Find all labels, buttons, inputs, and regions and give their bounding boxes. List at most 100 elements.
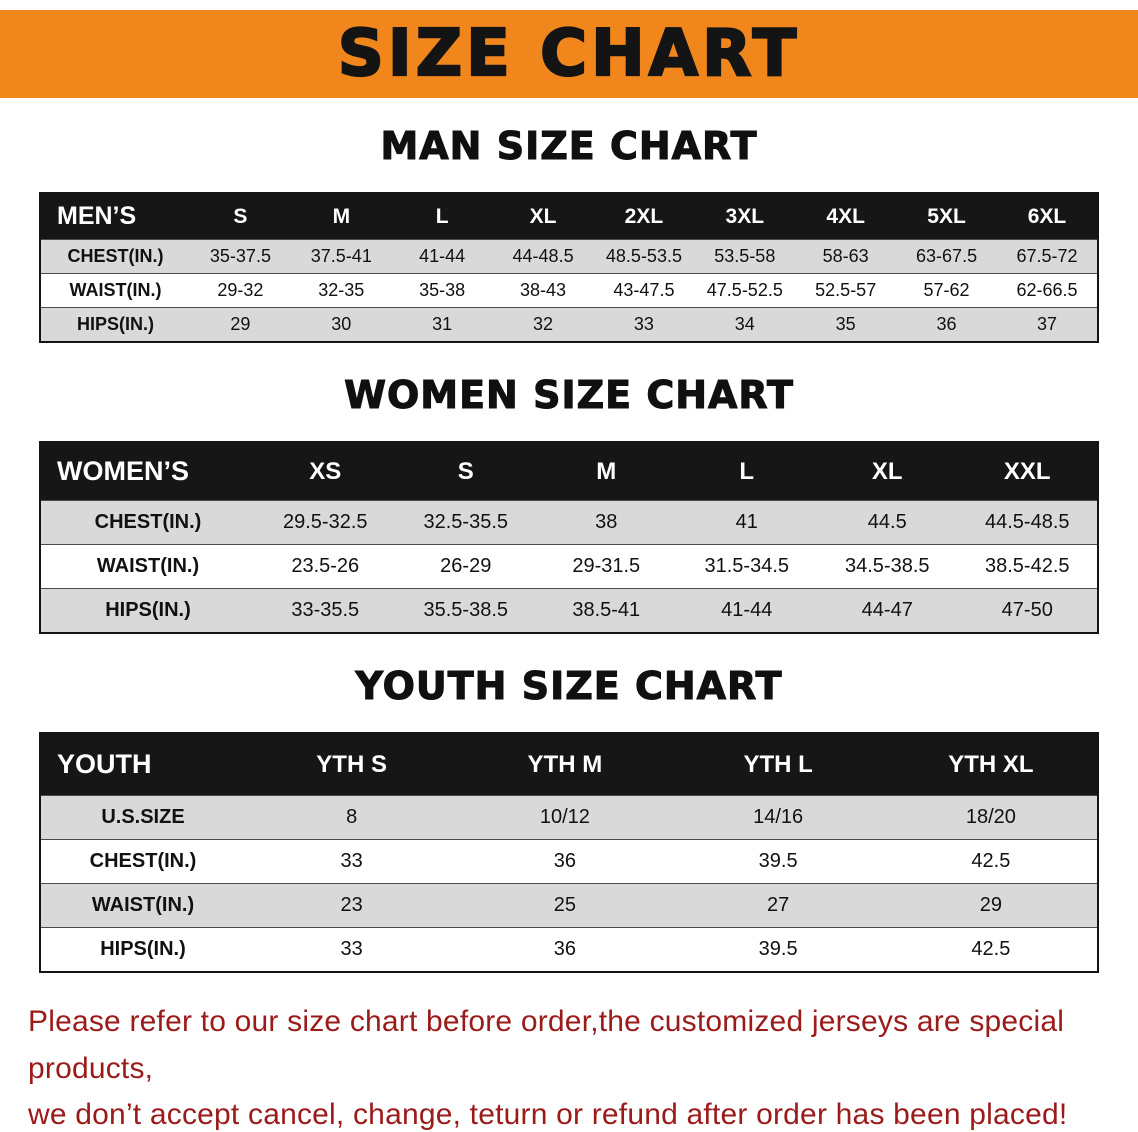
row-label: WAIST(IN.) xyxy=(69,280,162,300)
size-column-header: L xyxy=(391,193,493,240)
size-value-cell: 10/12 xyxy=(539,806,590,828)
row-label: U.S.SIZE xyxy=(101,806,185,828)
size-column-header: XS xyxy=(255,442,396,501)
size-value-cell: 42.5 xyxy=(971,850,1011,872)
size-column-header: S xyxy=(190,193,291,240)
page-title: SIZE CHART xyxy=(337,16,801,92)
table-row: WAIST(IN.) 29-32 32-35 35-38 38-43 43-47.5 47.… xyxy=(40,273,1098,308)
size-value-cell: 35-37.5 xyxy=(209,246,271,266)
size-value-cell: 29.5-32.5 xyxy=(282,511,368,533)
size-value-cell: 47.5-52.5 xyxy=(706,280,783,300)
row-label: HIPS(IN.) xyxy=(105,599,191,621)
table-header-label: WOMEN’S xyxy=(40,442,255,501)
size-value-cell: 31.5-34.5 xyxy=(704,555,789,577)
size-value-cell: 44.5-48.5 xyxy=(984,511,1070,533)
disclaimer-line-2: we don’t accept cancel, change, teturn o… xyxy=(28,1098,1068,1131)
size-value-cell: 33 xyxy=(633,314,654,334)
size-column-header: 3XL xyxy=(694,193,796,240)
table-row: U.S.SIZE 8 10/12 14/16 18/20 xyxy=(40,795,1098,840)
disclaimer-text: Please refer to our size chart before or… xyxy=(0,999,1138,1132)
size-column-header: 6XL xyxy=(997,193,1098,240)
size-value-cell: 38.5-41 xyxy=(572,599,641,621)
section-title-women: WOMEN SIZE CHART xyxy=(344,372,794,417)
table-row: HIPS(IN.) 33 36 39.5 42.5 xyxy=(40,927,1098,972)
size-value-cell: 29 xyxy=(979,894,1002,916)
size-value-cell: 37.5-41 xyxy=(310,246,372,266)
size-column-header: YTH M xyxy=(458,733,672,796)
size-value-cell: 25 xyxy=(553,894,576,916)
size-value-cell: 32.5-35.5 xyxy=(423,511,508,533)
size-column-header: YTH XL xyxy=(884,733,1098,796)
women-size-table: WOMEN’S XS S M L XL XXL CHEST(IN.) 29.5-32.5 32.5… xyxy=(39,441,1099,634)
size-value-cell: 33 xyxy=(340,938,363,960)
size-column-header: L xyxy=(676,442,817,501)
size-value-cell: 35-38 xyxy=(419,280,466,300)
row-label: HIPS(IN.) xyxy=(100,938,186,960)
disclaimer-line-1: Please refer to our size chart before or… xyxy=(28,1005,1065,1085)
size-value-cell: 39.5 xyxy=(758,938,798,960)
size-value-cell: 38.5-42.5 xyxy=(984,555,1070,577)
size-value-cell: 53.5-58 xyxy=(714,246,776,266)
size-value-cell: 62-66.5 xyxy=(1016,280,1078,300)
size-value-cell: 36 xyxy=(936,314,957,334)
table-header-row: MEN’S S M L XL 2XL 3XL 4XL 5XL 6XL xyxy=(40,193,1098,240)
table-row: WAIST(IN.) 23 25 27 29 xyxy=(40,883,1098,928)
size-column-header: 2XL xyxy=(593,193,695,240)
size-column-header: YTH S xyxy=(245,733,459,796)
row-label: CHEST(IN.) xyxy=(94,511,202,533)
size-value-cell: 34.5-38.5 xyxy=(844,555,930,577)
size-column-header: M xyxy=(536,442,677,501)
size-value-cell: 35.5-38.5 xyxy=(423,599,508,621)
size-value-cell: 34 xyxy=(734,314,755,334)
size-value-cell: 48.5-53.5 xyxy=(605,246,682,266)
size-value-cell: 33-35.5 xyxy=(291,599,360,621)
size-value-cell: 44-47 xyxy=(861,599,913,621)
size-value-cell: 30 xyxy=(331,314,352,334)
youth-size-chart-section: YOUTH SIZE CHART YOUTH YTH S YTH M YTH L YTH… xyxy=(0,663,1138,973)
size-column-header: M xyxy=(290,193,392,240)
table-header-row: YOUTH YTH S YTH M YTH L YTH XL xyxy=(40,733,1098,796)
size-value-cell: 38 xyxy=(595,511,618,533)
row-label: HIPS(IN.) xyxy=(76,314,154,334)
size-value-cell: 29 xyxy=(230,314,251,334)
size-column-header: 4XL xyxy=(795,193,897,240)
size-value-cell: 29-31.5 xyxy=(572,555,641,577)
table-row: CHEST(IN.) 33 36 39.5 42.5 xyxy=(40,839,1098,884)
table-row: HIPS(IN.) 33-35.5 35.5-38.5 38.5-41 41-44 44-… xyxy=(40,588,1098,633)
table-row: CHEST(IN.) 35-37.5 37.5-41 41-44 44-48.5 48.5… xyxy=(40,239,1098,274)
size-value-cell: 47-50 xyxy=(1001,599,1053,621)
size-value-cell: 63-67.5 xyxy=(916,246,978,266)
size-value-cell: 41 xyxy=(735,511,758,533)
women-size-chart-section: WOMEN SIZE CHART WOMEN’S XS S M L XL XXL CHEST(… xyxy=(0,372,1138,634)
row-label: WAIST(IN.) xyxy=(91,894,195,916)
size-value-cell: 23.5-26 xyxy=(291,555,360,577)
table-row: HIPS(IN.) 29 30 31 32 33 34 35 36 37 xyxy=(40,307,1098,342)
size-value-cell: 39.5 xyxy=(758,850,798,872)
size-value-cell: 36 xyxy=(553,938,576,960)
size-chart-banner: SIZE CHART xyxy=(0,10,1138,98)
size-column-header: XXL xyxy=(957,442,1098,501)
table-header-row: WOMEN’S XS S M L XL XXL xyxy=(40,442,1098,501)
size-value-cell: 36 xyxy=(553,850,576,872)
size-value-cell: 42.5 xyxy=(971,938,1011,960)
row-label: CHEST(IN.) xyxy=(67,246,164,266)
size-value-cell: 8 xyxy=(346,806,358,828)
size-value-cell: 32-35 xyxy=(318,280,365,300)
man-size-table: MEN’S S M L XL 2XL 3XL 4XL 5XL 6XL CHEST(IN.) 35-37… xyxy=(39,192,1099,343)
size-value-cell: 67.5-72 xyxy=(1016,246,1078,266)
section-title-youth: YOUTH SIZE CHART xyxy=(355,663,783,708)
size-value-cell: 18/20 xyxy=(965,806,1016,828)
size-value-cell: 33 xyxy=(340,850,363,872)
row-label: CHEST(IN.) xyxy=(89,850,197,872)
size-value-cell: 44.5 xyxy=(867,511,907,533)
size-column-header: YTH L xyxy=(671,733,885,796)
table-row: CHEST(IN.) 29.5-32.5 32.5-35.5 38 41 44.5 44.5… xyxy=(40,500,1098,545)
table-header-label: YOUTH xyxy=(40,733,245,796)
size-value-cell: 43-47.5 xyxy=(613,280,675,300)
size-value-cell: 35 xyxy=(835,314,856,334)
size-value-cell: 41-44 xyxy=(721,599,773,621)
row-label: WAIST(IN.) xyxy=(96,555,200,577)
size-value-cell: 29-32 xyxy=(217,280,264,300)
size-value-cell: 58-63 xyxy=(822,246,869,266)
